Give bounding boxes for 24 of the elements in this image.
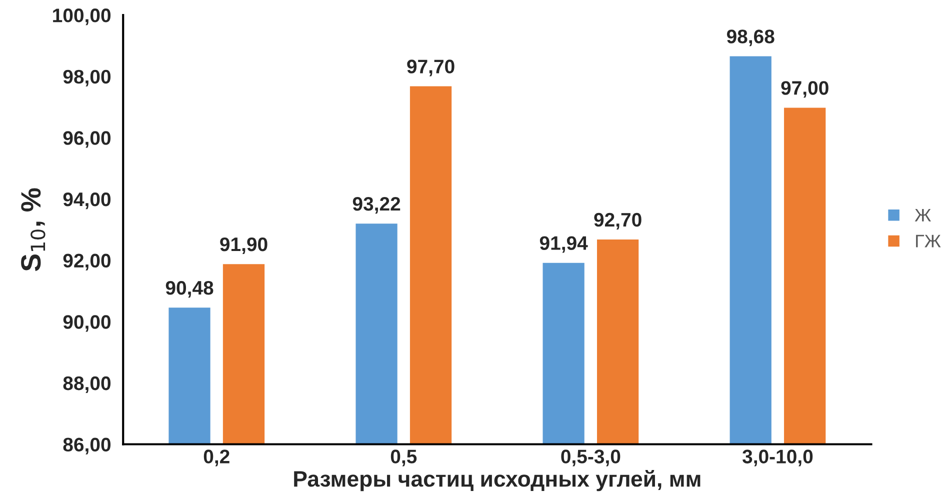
x-tick-label: 3,0-10,0 (742, 450, 813, 466)
y-tick-label: 94,00 (63, 192, 111, 210)
y-tick-label: 86,00 (63, 438, 111, 454)
data-label: 90,48 (166, 280, 214, 298)
y-axis-title: S$_{10}$, % (21, 188, 46, 272)
x-tick-label: 0,2 (204, 450, 230, 466)
y-tick-label: 96,00 (63, 131, 111, 148)
data-label: 97,70 (407, 60, 454, 76)
data-label: 97,00 (781, 81, 828, 98)
data-label: 91,90 (220, 237, 268, 254)
legend-label: Ж (914, 208, 931, 222)
data-label: 93,22 (352, 196, 400, 214)
data-label: 98,68 (726, 30, 774, 46)
data-label: 92,70 (594, 212, 642, 230)
x-tick-label: 0,5 (390, 450, 417, 466)
y-tick-label: 98,00 (63, 70, 111, 86)
y-tick-label: 90,00 (63, 315, 111, 332)
data-label: 91,94 (540, 236, 588, 253)
y-tick-label: 88,00 (63, 376, 111, 394)
y-tick-label: 100,00 (53, 8, 111, 26)
x-axis-title: Размеры частиц исходных углей, мм (294, 470, 700, 492)
y-tick-label: 92,00 (63, 254, 111, 270)
legend-label: ГЖ (916, 234, 941, 248)
x-tick-label: 0,5-3,0 (561, 450, 620, 466)
